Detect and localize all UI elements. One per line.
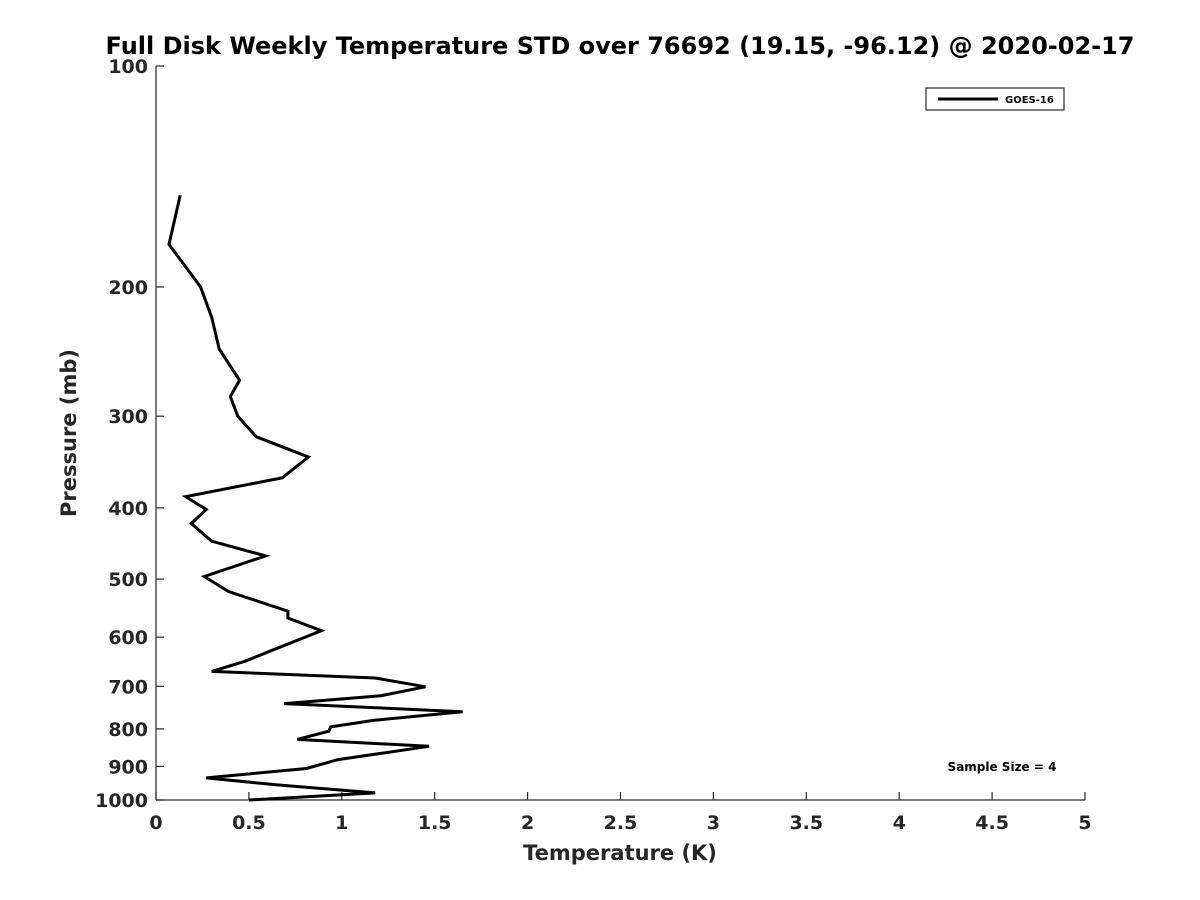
y-tick-label: 200 [108,277,148,299]
x-tick-label: 3 [707,812,720,834]
x-axis-label: Temperature (K) [523,841,717,865]
y-tick-label: 600 [108,627,148,649]
sample-size-annotation: Sample Size = 4 [948,760,1057,774]
y-tick-label: 1000 [95,790,148,812]
series-layer [167,194,463,802]
y-tick-label: 900 [108,756,148,778]
plot-area [155,66,1085,801]
x-tick-label: 4.5 [975,812,1009,834]
y-axis-label: Pressure (mb) [57,349,81,517]
y-tick-label: 800 [108,719,148,741]
y-tick-label: 300 [108,406,148,428]
y-axis-ticks: 100 200 300 400 500 600 700 800 900 1000 [95,56,164,812]
y-tick-label: 700 [108,676,148,698]
x-tick-label: 1 [335,812,348,834]
series-line-goes-16 [167,194,463,802]
legend-label-goes-16: GOES-16 [1005,95,1054,106]
x-tick-label: 1.5 [418,812,452,834]
x-tick-label: 2 [521,812,534,834]
x-tick-label: 0.5 [232,812,266,834]
y-tick-label: 100 [108,56,148,78]
x-tick-label: 2.5 [604,812,638,834]
y-tick-label: 400 [108,498,148,520]
x-tick-label: 5 [1078,812,1091,834]
chart-title: Full Disk Weekly Temperature STD over 76… [106,32,1135,60]
x-tick-label: 3.5 [789,812,823,834]
y-tick-label: 500 [108,569,148,591]
x-tick-label: 0 [149,812,162,834]
x-axis-ticks: 0 0.5 1 1.5 2 2.5 3 3.5 4 4.5 5 [149,792,1092,834]
legend: GOES-16 [925,87,1065,111]
x-tick-label: 4 [893,812,906,834]
